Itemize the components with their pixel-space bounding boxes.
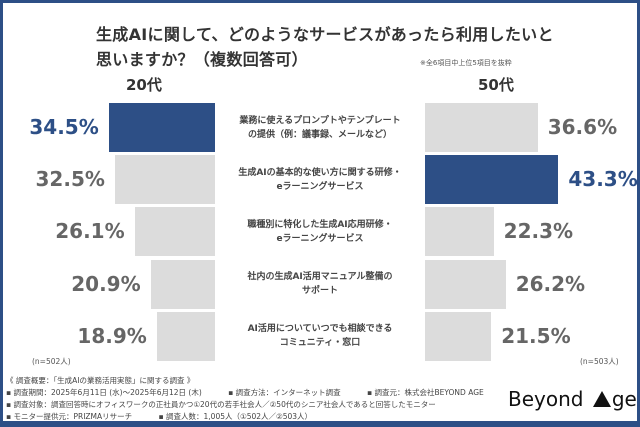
bar-20s xyxy=(108,103,215,152)
category-label-line: eラーニングサービス xyxy=(276,233,364,244)
footer-period: ▪ 調査期間：2025年6月11日 (水)～2025年6月12日 (木) xyxy=(6,388,202,397)
bar-50s xyxy=(425,103,538,152)
value-label: 32.5% xyxy=(35,167,105,192)
category-label: 職種別に特化した生成AI応用研修・ eラーニングサービス xyxy=(217,218,423,246)
category-label-line: サポート xyxy=(301,286,338,297)
bar-20s xyxy=(114,155,215,205)
bar-20s xyxy=(156,311,215,361)
title-line-2: 思いますか？（複数回答可） xyxy=(96,50,308,69)
group-label-20s: 20代 xyxy=(126,76,162,94)
bar-50s xyxy=(425,207,494,257)
note: ※全6項目中上位5項目を抜粋 xyxy=(420,59,512,67)
value-label: 18.9% xyxy=(77,323,147,348)
value-label: 22.3% xyxy=(503,219,574,244)
category-label-line: コミュニティ・窓口 xyxy=(279,338,361,349)
category-label-line: eラーニングサービス xyxy=(276,181,364,192)
logo-text-2: ge xyxy=(611,387,637,411)
beyond-age-logo: Beyond ge xyxy=(508,387,637,411)
value-label: 26.1% xyxy=(55,219,125,244)
category-label: 生成AIの基本的な使い方に関する研修・ eラーニングサービス xyxy=(217,166,423,194)
value-label: 26.2% xyxy=(515,271,586,296)
value-label: 20.9% xyxy=(71,271,141,296)
bar-20s xyxy=(150,259,215,309)
triangle-icon xyxy=(592,391,611,407)
category-label-line: 生成AIの基本的な使い方に関する研修・ xyxy=(238,167,402,178)
value-label: 43.3% xyxy=(568,167,638,192)
n-50s: (n=503人) xyxy=(580,357,619,366)
footer-provider: ▪ モニター提供元：PRIZMAリサーチ xyxy=(6,412,133,421)
footer-heading: 《 調査概要：「生成AIの業務活用実態」に関する調査 》 xyxy=(6,376,195,385)
bar-50s xyxy=(425,155,559,205)
value-label: 36.6% xyxy=(547,115,618,139)
category-label-line: AI活用についていつでも相談できる xyxy=(247,324,393,335)
category-label-line: の提供（例：議事録、メールなど） xyxy=(247,129,392,140)
bar-20s xyxy=(134,207,215,257)
logo-text-1: Beyond xyxy=(508,387,590,411)
bar-50s xyxy=(425,311,492,361)
category-label-line: 職種別に特化した生成AI応用研修・ xyxy=(247,219,393,230)
category-label-line: 業務に使えるプロンプトやテンプレート xyxy=(239,115,401,126)
footer-source: ▪ 調査元：株式会社BEYOND AGE xyxy=(367,388,484,397)
infographic-frame xyxy=(3,3,637,421)
group-label-50s: 50代 xyxy=(478,76,514,94)
footer-target: ▪ 調査対象：調査回答時にオフィスワークの正社員かつ①20代の若手社会人／②50… xyxy=(6,400,436,409)
footer-row-1: ▪ 調査期間：2025年6月11日 (水)～2025年6月12日 (木) ▪ 調… xyxy=(6,387,484,399)
category-label: AI活用についていつでも相談できる コミュニティ・窓口 xyxy=(217,322,423,350)
title-line-1: 生成AIに関して、どのようなサービスがあったら利用したいと xyxy=(96,25,554,44)
chart-title: 生成AIに関して、どのようなサービスがあったら利用したいと 思いますか？（複数回… xyxy=(96,22,554,72)
value-label: 21.5% xyxy=(501,323,571,348)
footer-row-3: ▪ モニター提供元：PRIZMAリサーチ ▪ 調査人数：1,005人（①502人… xyxy=(6,411,484,423)
footer-method: ▪ 調査方法：インターネット調査 xyxy=(228,388,341,397)
category-label: 社内の生成AI活用マニュアル整備の サポート xyxy=(217,270,423,298)
n-20s: (n=502人) xyxy=(32,357,71,366)
survey-footer: 《 調査概要：「生成AIの業務活用実態」に関する調査 》 ▪ 調査期間：2025… xyxy=(6,375,484,423)
footer-count: ▪ 調査人数：1,005人（①502人／②503人） xyxy=(158,412,313,421)
category-label-line: 社内の生成AI活用マニュアル整備の xyxy=(247,272,393,283)
bar-50s xyxy=(425,259,506,309)
category-label: 業務に使えるプロンプトやテンプレート の提供（例：議事録、メールなど） xyxy=(217,114,423,142)
value-label: 34.5% xyxy=(29,115,99,139)
